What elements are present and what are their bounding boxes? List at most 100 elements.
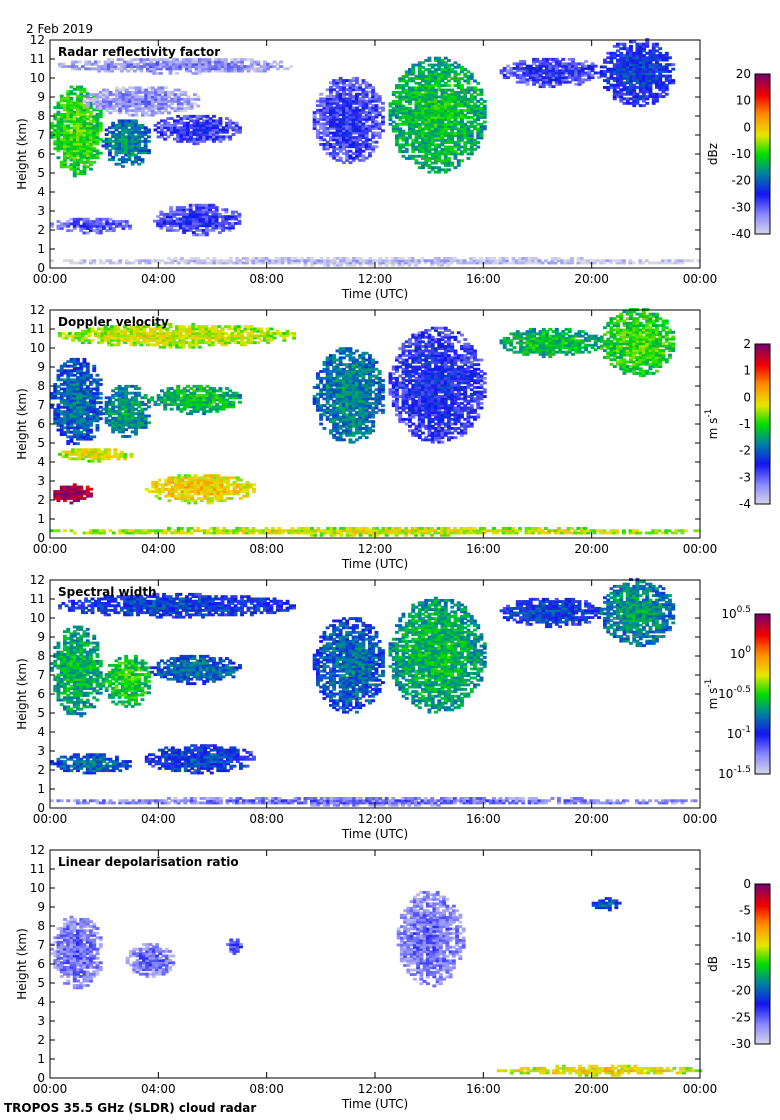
data-cell [430, 65, 435, 69]
data-cell [79, 172, 84, 176]
data-cell [189, 126, 194, 130]
data-cell [437, 132, 442, 135]
data-cell [348, 156, 353, 160]
data-cell [622, 42, 627, 46]
data-cell [92, 160, 97, 164]
data-cell [111, 220, 116, 223]
data-cell [180, 90, 184, 94]
data-cell [371, 90, 376, 94]
data-cell [411, 109, 416, 113]
data-cell [421, 61, 425, 65]
data-cell [198, 203, 203, 207]
data-cell [93, 62, 98, 66]
data-cell [332, 131, 337, 135]
data-cell [115, 220, 119, 223]
data-cell [434, 143, 438, 147]
data-cell [427, 68, 432, 71]
data-cell [160, 95, 165, 99]
data-cell [108, 149, 112, 152]
data-cell [192, 124, 197, 127]
data-cell [121, 104, 126, 108]
data-cell [124, 121, 129, 125]
data-cell [427, 88, 432, 92]
data-cell [156, 222, 161, 225]
data-cell [50, 135, 54, 139]
data-cell [364, 127, 369, 130]
data-cell [183, 106, 188, 110]
data-cell [202, 139, 207, 143]
data-cell [335, 92, 340, 96]
data-cell [335, 90, 340, 94]
data-cell [165, 62, 170, 66]
data-cell [188, 222, 193, 225]
data-cell [233, 67, 238, 71]
data-cell [348, 113, 353, 117]
data-cell [118, 222, 123, 226]
data-cell [214, 62, 218, 66]
data-cell [204, 226, 209, 230]
data-cell [85, 128, 90, 132]
data-cell [437, 138, 442, 142]
data-cell [69, 140, 74, 144]
data-cell [434, 59, 438, 62]
data-cell [204, 58, 209, 62]
data-cell [338, 104, 343, 108]
data-cell [121, 160, 125, 164]
data-cell [364, 129, 369, 133]
data-cell [63, 147, 67, 151]
data-cell [159, 212, 164, 216]
data-cell [79, 144, 84, 148]
data-cell [182, 117, 187, 120]
data-cell [198, 212, 203, 216]
data-cell [408, 93, 412, 97]
data-cell [246, 65, 251, 68]
data-cell [111, 144, 116, 148]
data-cell [197, 62, 202, 66]
data-cell [325, 115, 330, 119]
data-cell [85, 92, 90, 96]
data-cell [424, 79, 429, 83]
data-cell [421, 147, 425, 151]
data-cell [69, 92, 74, 96]
data-cell [69, 117, 74, 121]
data-cell [176, 102, 181, 106]
data-cell [312, 124, 317, 128]
data-cell [201, 233, 206, 237]
data-cell [434, 134, 438, 138]
cloud-region [50, 357, 103, 446]
data-cell [89, 224, 93, 228]
data-cell [182, 135, 187, 139]
data-cell [89, 149, 93, 153]
data-cell [361, 99, 366, 103]
data-cell [130, 142, 135, 146]
data-cell [157, 95, 162, 99]
data-cell [348, 99, 353, 103]
data-cell [212, 124, 216, 127]
data-cell [134, 95, 139, 99]
data-cell [443, 157, 448, 160]
data-cell [72, 165, 77, 169]
data-cell [79, 122, 84, 125]
data-cell [59, 115, 64, 119]
data-cell [312, 113, 317, 117]
data-cell [424, 88, 429, 92]
data-cell [108, 153, 112, 157]
data-cell [408, 129, 412, 133]
data-cell [332, 88, 337, 92]
data-cell [434, 161, 438, 165]
data-cell [417, 109, 422, 113]
data-cell [165, 219, 170, 223]
data-cell [134, 121, 138, 125]
data-cell [69, 165, 74, 169]
data-cell [89, 103, 93, 107]
data-cell [434, 84, 438, 87]
data-cell [71, 67, 75, 71]
data-cell [351, 83, 356, 87]
data-cell [121, 165, 125, 168]
data-cell [345, 149, 350, 153]
data-cell [197, 65, 202, 68]
data-cell [364, 124, 369, 128]
data-cell [214, 206, 219, 209]
data-cell [169, 228, 174, 232]
data-cell [214, 69, 218, 73]
